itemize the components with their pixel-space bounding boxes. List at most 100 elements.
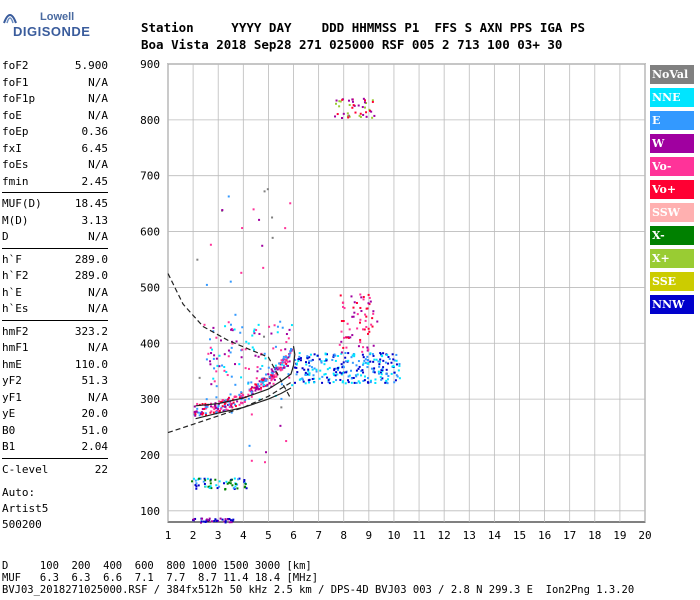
- data-point: [362, 380, 365, 383]
- data-point: [214, 518, 217, 521]
- data-point: [218, 480, 221, 483]
- data-point: [291, 384, 294, 387]
- data-point: [342, 366, 345, 369]
- data-point: [372, 360, 375, 363]
- data-point: [363, 101, 366, 104]
- param-value: N/A: [88, 230, 108, 243]
- data-point: [353, 353, 356, 356]
- data-point: [240, 394, 243, 397]
- data-point: [235, 340, 238, 343]
- param-row: B0 51.0: [2, 423, 108, 440]
- data-point: [359, 112, 362, 115]
- data-point: [250, 390, 253, 393]
- data-point: [271, 216, 274, 219]
- data-point: [228, 521, 231, 524]
- data-point: [232, 398, 235, 401]
- data-point: [229, 402, 232, 405]
- data-point: [319, 369, 322, 372]
- data-point: [215, 484, 218, 487]
- footer-file-line: BVJ03_2018271025000.RSF / 384fx512h 50 k…: [2, 584, 635, 596]
- data-point: [209, 411, 212, 414]
- data-point: [284, 348, 287, 351]
- data-point: [398, 363, 401, 366]
- data-point: [218, 409, 221, 412]
- data-point: [334, 354, 337, 357]
- data-point: [340, 363, 343, 366]
- data-point: [342, 320, 345, 323]
- data-point: [218, 354, 221, 357]
- data-point: [373, 371, 376, 374]
- logo-brand-text: Lowell: [40, 11, 75, 23]
- data-point: [282, 357, 285, 360]
- data-point: [380, 373, 383, 376]
- data-point: [304, 382, 307, 385]
- data-point: [336, 373, 339, 376]
- data-point: [201, 413, 204, 416]
- data-point: [250, 459, 253, 462]
- data-point: [241, 227, 244, 230]
- data-point: [215, 411, 218, 414]
- data-point: [392, 365, 395, 368]
- data-point: [240, 391, 243, 394]
- data-point: [298, 358, 301, 361]
- data-point: [341, 381, 344, 384]
- data-point: [260, 383, 263, 386]
- data-point: [365, 115, 368, 118]
- data-point: [331, 358, 334, 361]
- param-name: C-level: [2, 462, 49, 476]
- data-point: [364, 361, 367, 364]
- data-point: [341, 366, 344, 369]
- data-point: [295, 373, 298, 376]
- param-row: foF2 5.900: [2, 58, 108, 75]
- data-point: [271, 375, 274, 378]
- plot-area: [167, 63, 646, 523]
- legend-item: E: [650, 111, 694, 130]
- data-point: [223, 353, 226, 356]
- data-point: [280, 349, 283, 352]
- autoscaling-line1: Auto:: [2, 486, 36, 499]
- param-value: 289.0: [74, 269, 108, 282]
- data-point: [245, 487, 248, 490]
- data-point: [305, 361, 308, 364]
- data-point: [286, 364, 289, 367]
- data-point: [233, 328, 236, 331]
- data-point: [336, 368, 339, 371]
- data-point: [346, 322, 349, 325]
- param-value: N/A: [88, 302, 108, 315]
- data-point: [359, 306, 362, 309]
- data-point: [359, 293, 362, 296]
- data-point: [382, 359, 385, 362]
- data-point: [257, 383, 260, 386]
- data-point: [342, 361, 345, 364]
- data-point: [192, 477, 195, 480]
- data-point: [191, 480, 194, 483]
- data-point: [341, 98, 344, 101]
- data-point: [198, 414, 201, 417]
- data-point: [234, 313, 237, 316]
- data-point: [285, 364, 288, 367]
- data-point: [260, 386, 263, 389]
- data-point: [248, 389, 251, 392]
- data-point: [279, 424, 282, 427]
- data-point: [364, 99, 367, 102]
- trace-line: [167, 381, 292, 434]
- data-point: [342, 346, 345, 349]
- param-row: foF1p N/A: [2, 91, 108, 108]
- param-name: foE: [2, 108, 22, 122]
- data-point: [339, 371, 342, 374]
- data-point: [229, 280, 232, 283]
- data-point: [294, 358, 297, 361]
- param-separator: [2, 247, 108, 249]
- data-point: [277, 366, 280, 369]
- data-point: [338, 343, 341, 346]
- data-point: [289, 350, 292, 353]
- data-point: [336, 113, 339, 116]
- data-point: [273, 378, 276, 381]
- data-point: [265, 378, 268, 381]
- data-point: [367, 358, 370, 361]
- param-row: MUF(D) 18.45: [2, 196, 108, 213]
- data-point: [311, 358, 314, 361]
- param-row: M(D) 3.13: [2, 213, 108, 230]
- data-point: [209, 360, 212, 363]
- param-row: hmF2 323.2: [2, 324, 108, 341]
